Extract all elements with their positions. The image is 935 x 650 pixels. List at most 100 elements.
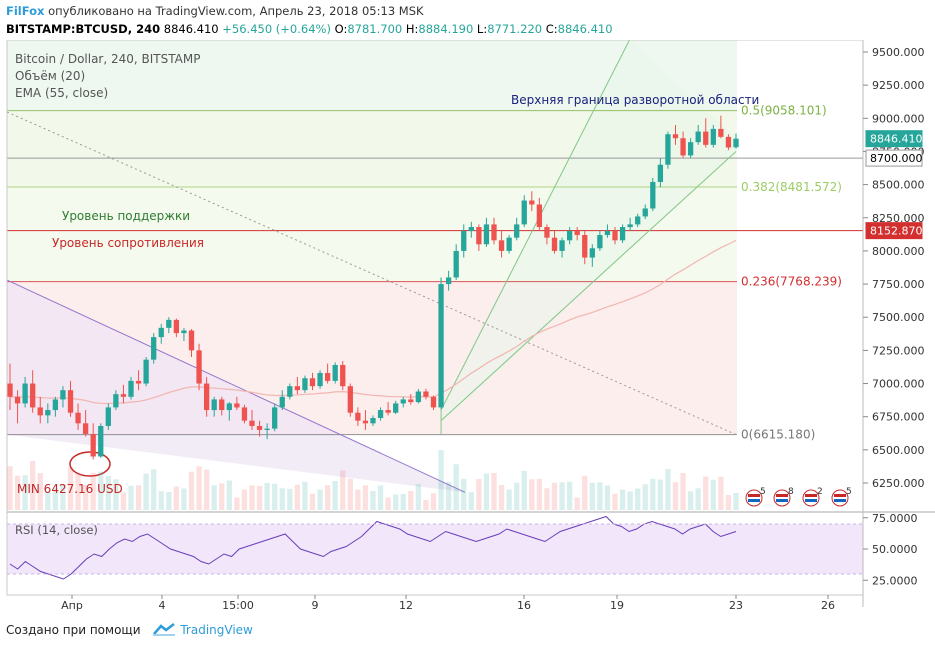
y-tick-label: 9250.000 <box>872 79 925 92</box>
candle <box>181 327 187 342</box>
candle-body <box>256 425 263 430</box>
flag-stripe <box>776 494 788 497</box>
candle-body <box>377 410 384 419</box>
candle <box>551 231 558 254</box>
volume-bar <box>551 482 558 510</box>
candle <box>166 317 172 334</box>
author-brand[interactable]: FilFox <box>6 4 45 18</box>
candle-body <box>445 277 452 285</box>
candle <box>120 384 127 404</box>
candle-body <box>529 200 535 205</box>
fib-label: 0.382(8481.572) <box>741 180 842 194</box>
volume-bar <box>597 482 603 510</box>
candle <box>105 403 111 430</box>
candle <box>355 407 361 426</box>
candle-body <box>151 337 157 360</box>
y-tick-label: 8000.000 <box>872 245 925 258</box>
candle <box>256 420 263 437</box>
volume-bar <box>657 479 664 510</box>
rsi-tick-label: 25.0000 <box>872 574 918 587</box>
candle <box>98 423 104 458</box>
event-flag-icon: 5 <box>745 487 766 507</box>
ohlc-line: BITSTAMP:BTCUSD, 240 8846.410 +56.450 (+… <box>6 22 613 36</box>
candle-body <box>430 396 437 408</box>
rsi-legend: RSI (14, close) <box>15 523 98 537</box>
candle-body <box>589 248 595 258</box>
candle-body <box>619 227 626 241</box>
x-tick-label: 15:00 <box>222 599 254 612</box>
tradingview-link[interactable]: TradingView <box>180 623 253 637</box>
candle <box>597 231 603 251</box>
volume-bar <box>294 484 301 510</box>
volume-bar <box>302 481 308 510</box>
volume-bar <box>514 482 520 510</box>
y-tick-label: 7250.000 <box>872 344 925 357</box>
candle-body <box>453 250 459 278</box>
volume-bar <box>226 480 232 510</box>
flag-stripe <box>834 494 846 497</box>
candle-body <box>642 208 648 217</box>
candle-body <box>687 142 694 156</box>
candle-body <box>332 364 338 381</box>
flag-stripe <box>776 499 788 502</box>
candle-body <box>158 327 164 338</box>
volume-bar <box>340 470 346 510</box>
c-label: C: <box>542 22 558 36</box>
y-tick-label: 6250.000 <box>872 477 925 490</box>
candle <box>309 372 316 391</box>
candle-body <box>476 227 482 245</box>
y-tick-label: 7000.000 <box>872 378 925 391</box>
volume-bar <box>22 475 28 510</box>
price-tag <box>865 149 923 167</box>
x-tick-label: 12 <box>399 599 413 612</box>
flag-count: 5 <box>760 487 766 497</box>
c-value: 8846.410 <box>557 22 613 36</box>
candle-body <box>249 420 255 426</box>
candle <box>544 224 550 245</box>
flag-stripe <box>805 494 817 497</box>
volume-bar <box>506 489 512 510</box>
candle <box>30 370 36 413</box>
candle <box>203 376 210 417</box>
candle-body <box>347 386 353 413</box>
y-tick-label: 8250.000 <box>872 212 925 225</box>
candle <box>302 375 308 393</box>
candle <box>226 402 232 421</box>
tradingview-logo-icon[interactable] <box>152 622 176 639</box>
price-chart[interactable]: 0.5(9058.101) 0.382(8481.572) 0.236(7768.2… <box>0 40 935 612</box>
candle-body <box>635 216 641 225</box>
footer: Создано при помощи TradingView <box>6 622 253 639</box>
candle <box>733 133 739 149</box>
volume-bar <box>151 469 157 510</box>
volume-bar <box>120 492 127 510</box>
volume-bar <box>173 486 180 510</box>
volume-bar <box>166 492 172 510</box>
volume-bar <box>430 493 437 510</box>
x-tick-label: 9 <box>312 599 319 612</box>
candle-body <box>604 231 611 236</box>
candle <box>135 370 142 391</box>
candle-body <box>98 425 104 457</box>
volume-bar <box>317 489 323 510</box>
candle-body <box>582 235 588 258</box>
volume-bar <box>559 482 565 510</box>
candle <box>657 158 664 188</box>
volume-bar <box>196 466 202 510</box>
volume-bar <box>393 494 399 510</box>
candle <box>438 277 444 409</box>
symbol-label: BITSTAMP:BTCUSD, 240 <box>6 22 161 36</box>
volume-bar <box>287 489 293 510</box>
candle <box>82 410 89 437</box>
x-tick-label: 4 <box>159 599 166 612</box>
candle <box>151 333 157 364</box>
candle <box>393 400 399 415</box>
candle-body <box>166 319 172 328</box>
candle-body <box>695 131 701 143</box>
candle <box>453 244 459 281</box>
candle-body <box>461 231 467 251</box>
candle <box>627 217 633 232</box>
candle-body <box>294 386 301 391</box>
candle-body <box>135 380 142 384</box>
event-flag-icon: 8 <box>773 487 794 507</box>
candle <box>241 404 248 424</box>
